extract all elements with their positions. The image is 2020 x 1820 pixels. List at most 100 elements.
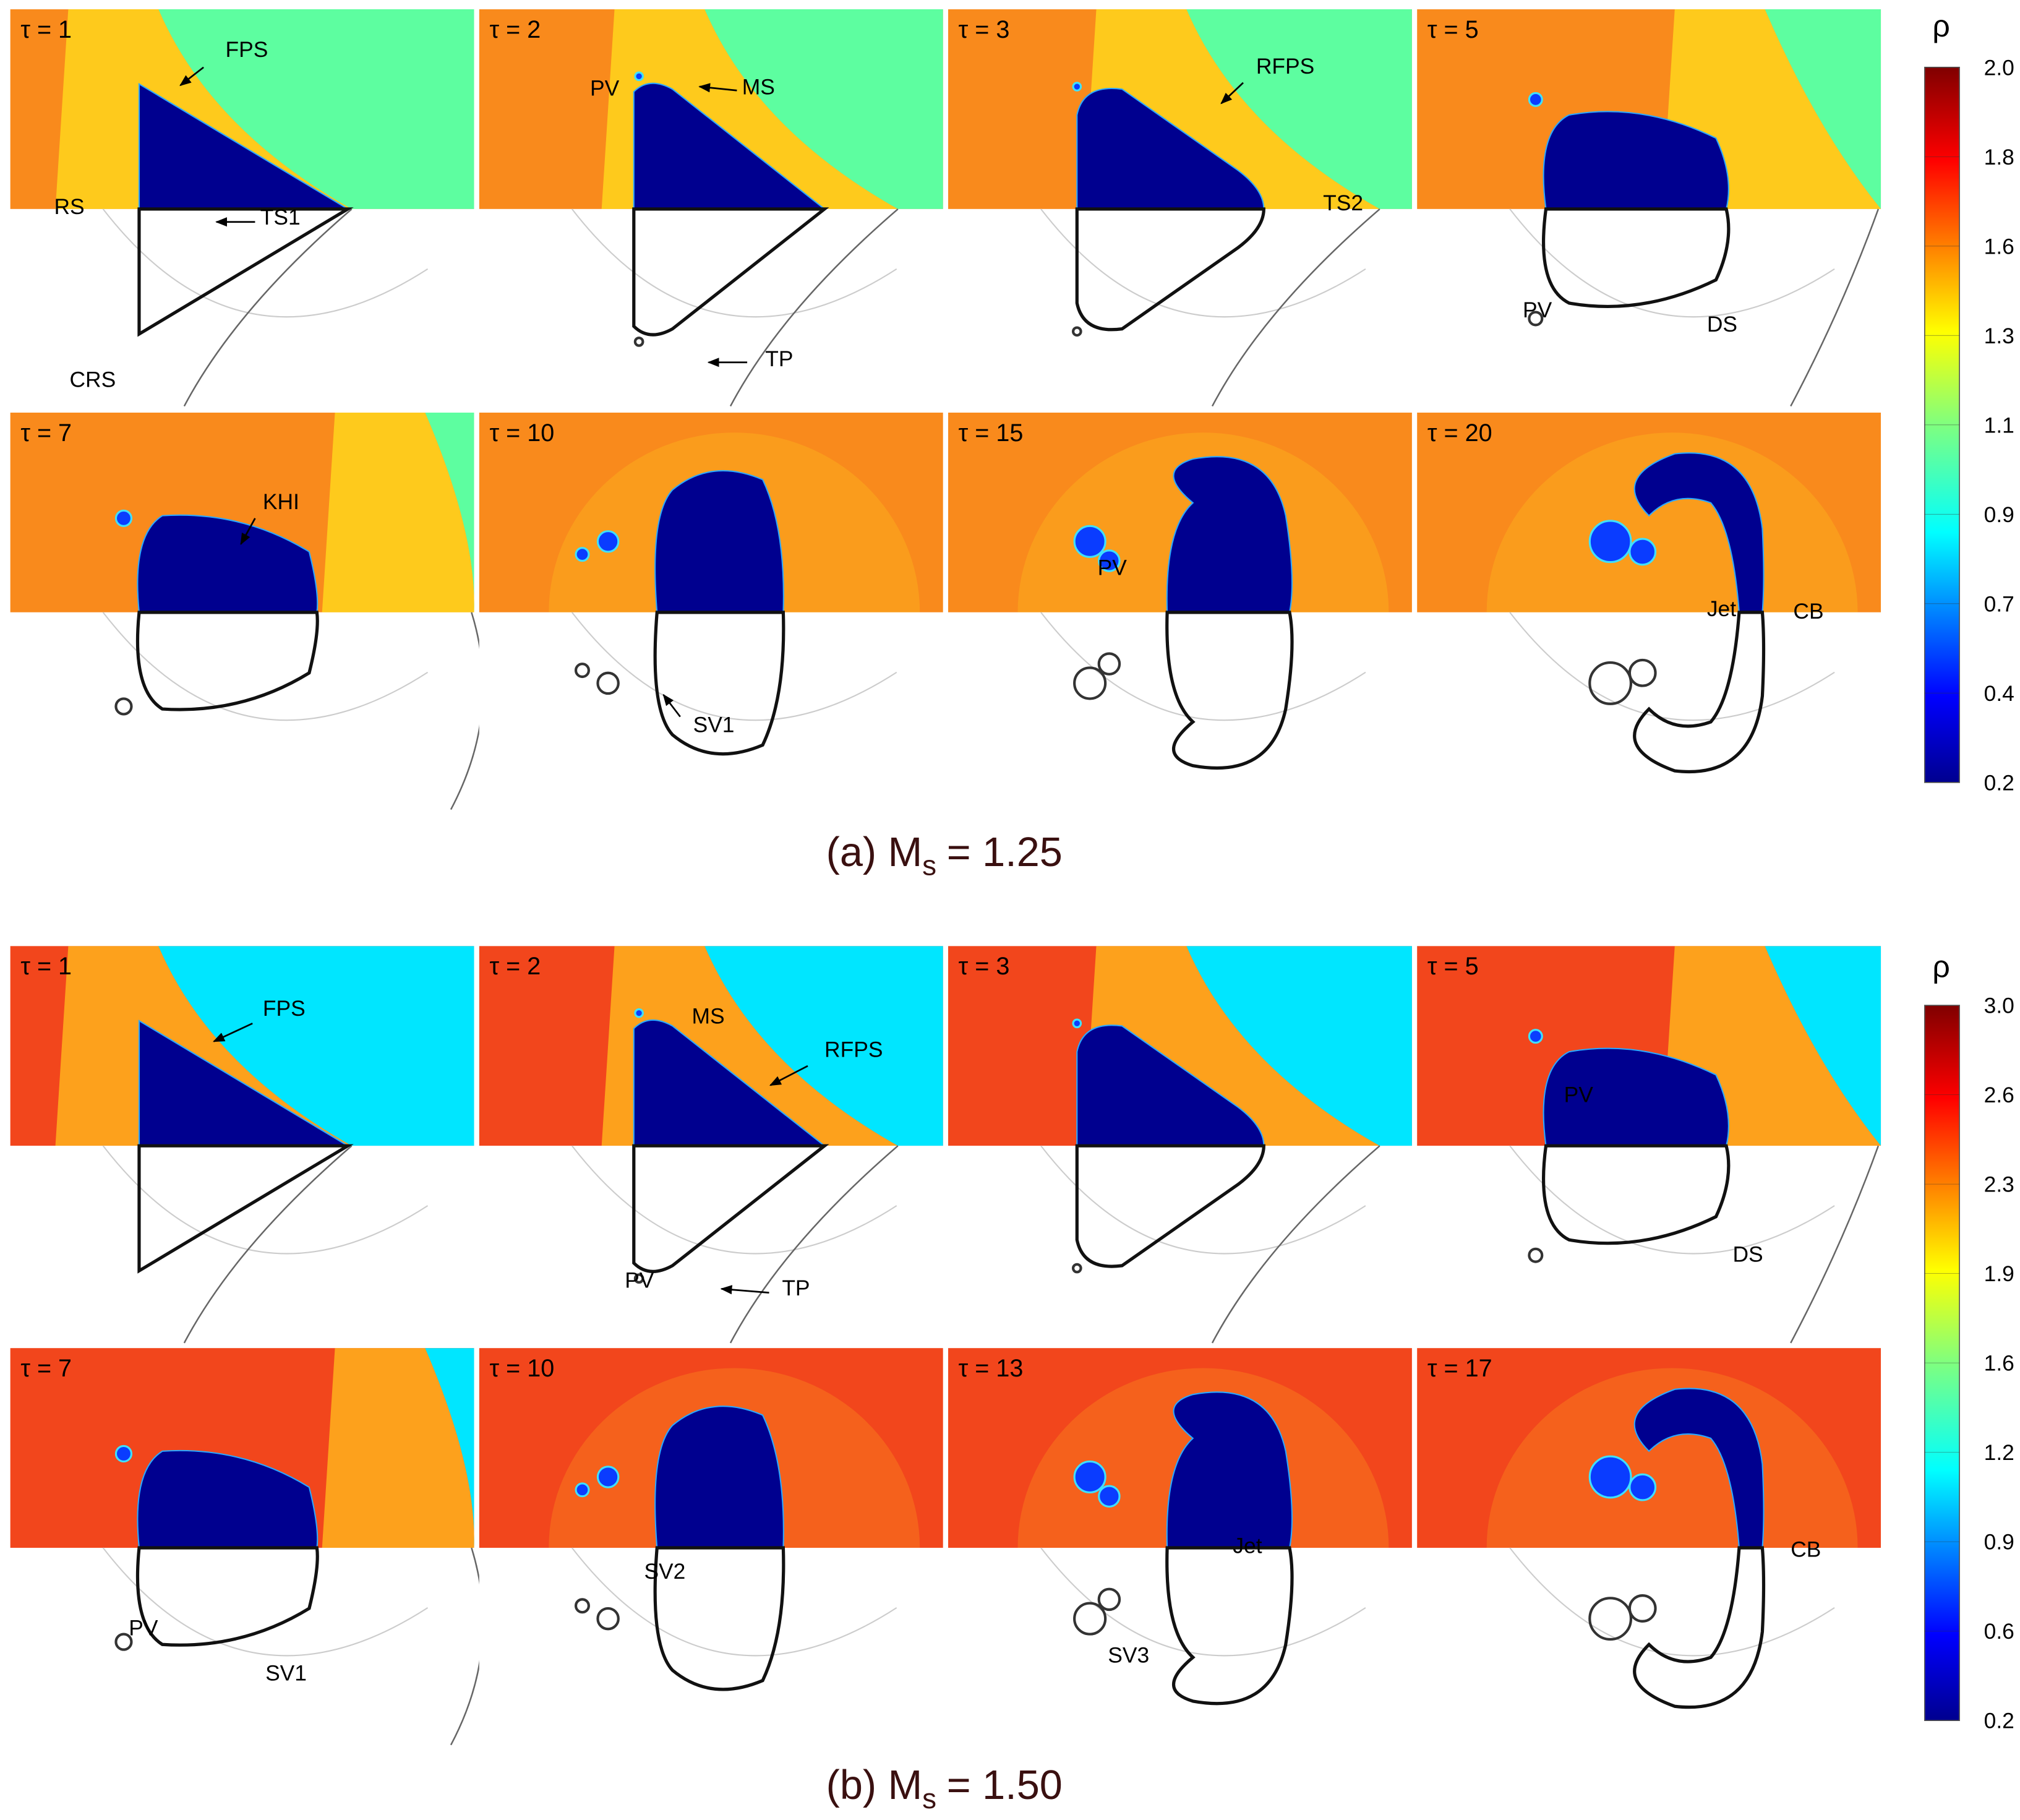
shock-trace xyxy=(102,1547,429,1657)
colorbar-tick-label: 1.2 xyxy=(1984,1440,2014,1465)
ambient-gas xyxy=(425,412,474,612)
vortex-outline xyxy=(633,337,644,347)
shock-trace xyxy=(571,1145,897,1255)
vortex-outline xyxy=(596,671,620,695)
panel: τ = 5 xyxy=(1417,946,1881,1344)
interface-outline xyxy=(632,207,829,337)
interface-outline xyxy=(653,611,785,756)
schlieren-field xyxy=(1417,208,1881,408)
shock-trace xyxy=(1211,1145,1380,1344)
colorbar-label: ρ xyxy=(1932,949,1949,984)
time-label: τ = 20 xyxy=(1427,419,1492,447)
vortex xyxy=(1073,525,1106,558)
colorbar-tick-label: 2.3 xyxy=(1984,1172,2014,1197)
heavy-gas xyxy=(1166,1391,1293,1549)
panel: τ = 7 xyxy=(10,412,484,811)
schlieren-field xyxy=(10,1146,474,1344)
shock-trace xyxy=(183,208,353,407)
shock-trace xyxy=(1790,1145,1880,1344)
vortex xyxy=(634,71,644,82)
colorbar-tick-label: 0.6 xyxy=(1984,1619,2014,1644)
ambient-gas xyxy=(158,9,474,209)
vortex xyxy=(1072,1018,1082,1029)
annotation: CB xyxy=(1793,599,1823,624)
vortex xyxy=(575,1482,590,1498)
panel: τ = 2 xyxy=(479,9,943,408)
time-label: τ = 1 xyxy=(20,16,72,43)
shock-trace xyxy=(729,208,899,407)
colorbar-tick-label: 2.0 xyxy=(1984,55,2014,80)
colorbar-tick-label: 0.9 xyxy=(1984,502,2014,527)
caption-prefix: (b) M xyxy=(826,1762,922,1808)
vortex-outline xyxy=(1628,1594,1657,1623)
annotation: TP xyxy=(782,1276,810,1300)
annotation: CB xyxy=(1791,1537,1821,1562)
annotation: RFPS xyxy=(1256,54,1314,79)
vortex-outline xyxy=(596,1607,620,1631)
vortex xyxy=(1072,82,1082,92)
colorbar-tick-label: 0.9 xyxy=(1984,1530,2014,1555)
shock-trace xyxy=(1509,1145,1835,1255)
annotation: FPS xyxy=(226,37,268,62)
colorbar-tick-label: 0.2 xyxy=(1984,1709,2014,1733)
annotation: FPS xyxy=(263,996,306,1021)
ambient-gas xyxy=(1765,946,1881,1146)
annotation: PV xyxy=(129,1616,158,1641)
interface-outline xyxy=(1165,611,1294,770)
caption: (a) Ms = 1.25 xyxy=(826,830,1063,882)
colorbar-tick-label: 1.6 xyxy=(1984,234,2014,259)
annotation: SV2 xyxy=(644,1559,685,1584)
heavy-gas xyxy=(654,1406,784,1549)
shock-trace xyxy=(1040,1547,1366,1657)
panel: τ = 3 xyxy=(948,9,1412,408)
vortex-outline xyxy=(633,1273,644,1284)
heavy-gas xyxy=(1633,1388,1765,1549)
shock-trace xyxy=(571,1547,897,1657)
ambient-gas xyxy=(158,946,474,1146)
time-label: τ = 2 xyxy=(490,16,541,43)
annotation: PV xyxy=(625,1268,654,1292)
time-label: τ = 15 xyxy=(959,419,1024,447)
interface-outline xyxy=(1165,1546,1294,1706)
arrow xyxy=(240,518,256,546)
vortex-outline xyxy=(574,1598,590,1614)
panel: τ = 5 xyxy=(1417,9,1881,408)
shock-trace xyxy=(1040,612,1366,721)
time-label: τ = 3 xyxy=(959,16,1010,43)
interface-outline xyxy=(1541,207,1731,309)
panel: τ = 10 xyxy=(479,1348,943,1746)
vortex xyxy=(575,547,590,562)
vortex-outline xyxy=(1588,661,1633,705)
interface-outline xyxy=(1541,1144,1731,1245)
colorbar-label: ρ xyxy=(1932,9,1949,43)
ambient-gas xyxy=(425,1348,474,1548)
annotation: KHI xyxy=(263,489,299,514)
panel: τ = 3 xyxy=(948,946,1412,1344)
interface-outline xyxy=(653,1546,785,1691)
annotation: CRS xyxy=(69,367,116,392)
schlieren-field xyxy=(948,1548,1412,1746)
panel: τ = 13 xyxy=(948,1348,1412,1746)
colorbar-tick-label: 1.3 xyxy=(1984,324,2014,348)
schlieren-field xyxy=(1417,1548,1881,1746)
vortex-outline xyxy=(1097,652,1121,676)
annotation: PV xyxy=(1523,298,1552,322)
colorbar-tick-label: 0.7 xyxy=(1984,591,2014,616)
time-label: τ = 2 xyxy=(490,953,541,980)
vortex xyxy=(1628,1473,1657,1501)
colorbar-tick-label: 0.4 xyxy=(1984,681,2014,706)
shock-trace xyxy=(102,208,429,318)
annotation: SV3 xyxy=(1108,1642,1149,1667)
interface-outline xyxy=(632,1144,829,1273)
vortex-outline xyxy=(1071,326,1082,337)
annotation: RFPS xyxy=(824,1037,883,1062)
schlieren-field xyxy=(479,208,943,408)
vortex xyxy=(1628,538,1657,566)
panel: τ = 15 xyxy=(948,412,1412,811)
annotation: SV1 xyxy=(265,1661,307,1686)
arrow xyxy=(213,1023,253,1042)
annotation: DS xyxy=(1707,312,1737,337)
caption-prefix: (a) M xyxy=(826,830,922,875)
